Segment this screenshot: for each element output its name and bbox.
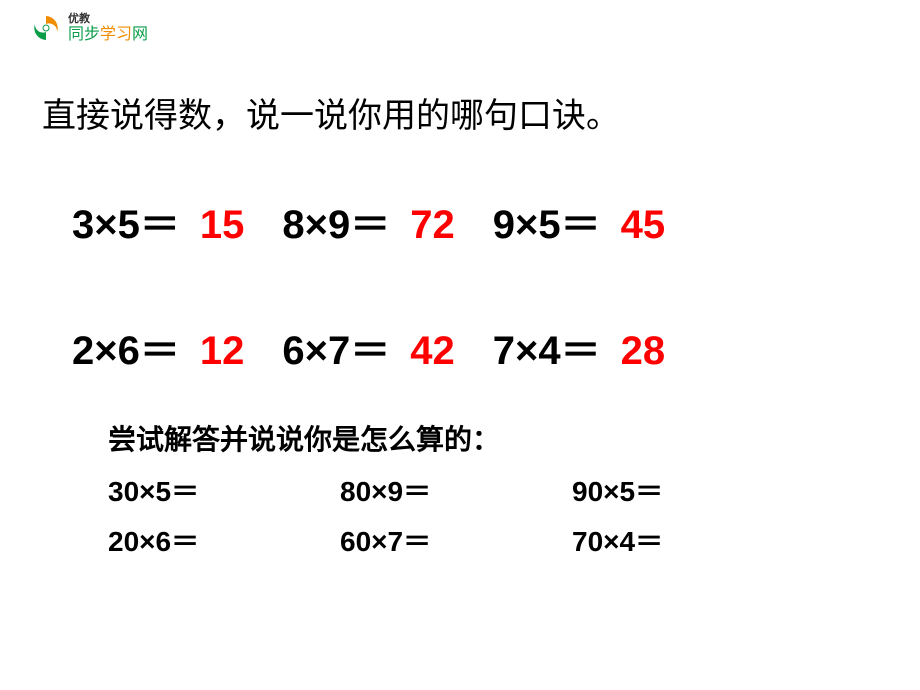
problems-row-1: 3×5＝ 15 8×9＝ 72 9×5＝ 45 [72,192,665,250]
problem-answer: 42 [410,329,455,374]
sub-problem-6: 70×4＝ [572,520,742,560]
problem-answer: 72 [410,203,455,248]
main-instruction: 直接说得数，说一说你用的哪句口诀。 [42,88,620,137]
logo-tongbu: 同步 [68,26,100,43]
sub-problems-row-1: 30×5＝ 80×9＝ 90×5＝ [108,470,742,510]
problem-answer: 45 [621,203,666,248]
problem-answer: 12 [200,329,245,374]
problem-5: 6×7＝ 42 [282,318,454,376]
problem-expression: 3×5＝ [72,192,180,250]
sub-problem-2: 80×9＝ [340,470,510,510]
problem-expression: 7×4＝ [493,318,601,376]
sub-problem-1: 30×5＝ [108,470,278,510]
logo-xuexi: 学习 [100,26,132,43]
problem-4: 2×6＝ 12 [72,318,244,376]
problem-expression: 9×5＝ [493,192,601,250]
sub-problem-3: 90×5＝ [572,470,742,510]
problem-answer: 15 [200,203,245,248]
problem-expression: 8×9＝ [282,192,390,250]
logo-area: 优教 同步学习网 [30,12,148,44]
problem-2: 8×9＝ 72 [282,192,454,250]
problem-expression: 2×6＝ [72,318,180,376]
problem-6: 7×4＝ 28 [493,318,665,376]
sub-problem-5: 60×7＝ [340,520,510,560]
logo-text: 优教 同步学习网 [68,14,148,43]
problem-answer: 28 [621,329,666,374]
problem-1: 3×5＝ 15 [72,192,244,250]
problems-row-2: 2×6＝ 12 6×7＝ 42 7×4＝ 28 [72,318,665,376]
sub-problems-row-2: 20×6＝ 60×7＝ 70×4＝ [108,520,742,560]
problem-3: 9×5＝ 45 [493,192,665,250]
logo-wang: 网 [132,26,148,43]
logo-icon [30,12,62,44]
logo-small-text: 优教 [68,14,148,25]
logo-main-text: 同步学习网 [68,27,148,43]
problem-expression: 6×7＝ [282,318,390,376]
sub-problem-4: 20×6＝ [108,520,278,560]
sub-instruction: 尝试解答并说说你是怎么算的： [108,418,500,458]
